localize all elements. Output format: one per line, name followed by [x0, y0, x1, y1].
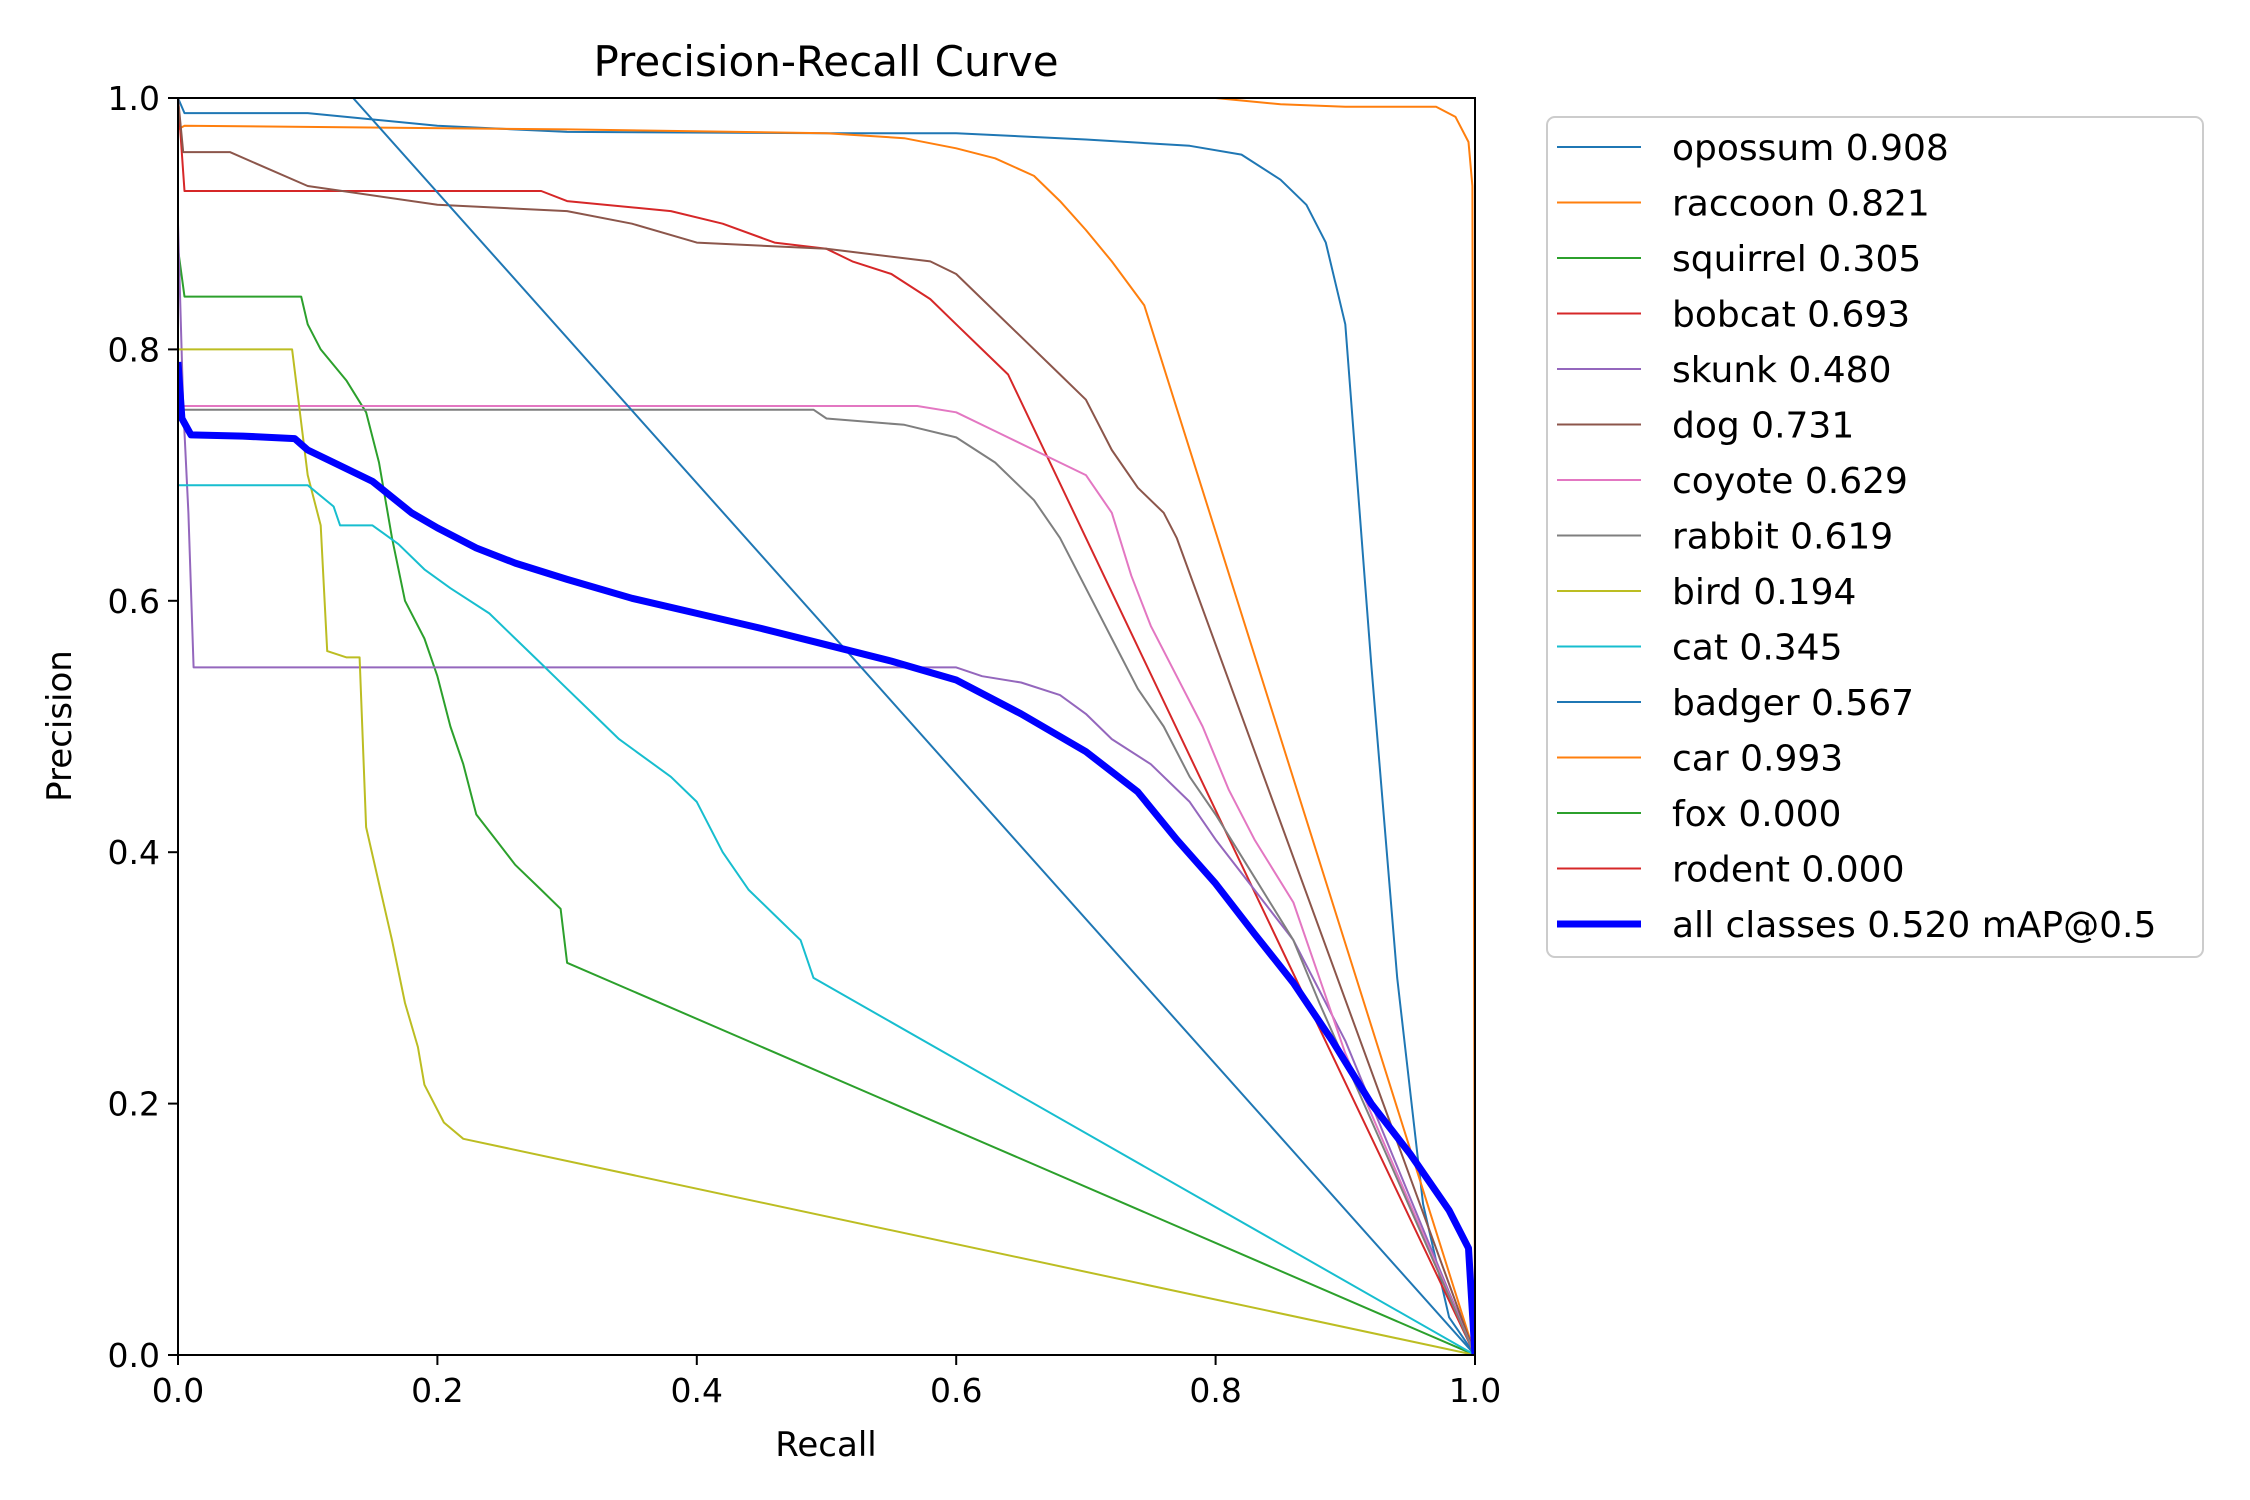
y-tick-label: 0.0 [108, 1336, 160, 1375]
series-line-0 [178, 98, 1475, 1355]
series-line-11 [1008, 98, 1475, 1355]
x-axis-label: Recall [775, 1425, 876, 1465]
series-line-14 [178, 361, 1475, 1355]
legend-entry-label: opossum 0.908 [1672, 128, 1949, 169]
series-line-6 [178, 405, 1475, 1355]
x-tick-label: 1.0 [1449, 1371, 1501, 1410]
legend-entry-label: dog 0.731 [1672, 406, 1854, 447]
y-axis-label: Precision [40, 650, 80, 802]
y-tick-label: 0.6 [108, 582, 160, 621]
legend-entry-label: coyote 0.629 [1672, 461, 1908, 502]
legend: opossum 0.908 raccoon 0.821 squirrel 0.305… [1546, 116, 2204, 958]
legend-entry-label: bird 0.194 [1672, 572, 1856, 613]
y-axis: 0.0 0.2 0.4 0.6 0.8 1.0 [108, 79, 178, 1375]
legend-entry-label: raccoon 0.821 [1672, 184, 1930, 225]
legend-entry-label: all classes 0.520 mAP@0.5 [1672, 905, 2156, 946]
series-line-2 [178, 248, 1475, 1355]
series-line-9 [178, 484, 1475, 1355]
legend-entry-label: bobcat 0.693 [1672, 295, 1910, 336]
x-tick-label: 0.6 [930, 1371, 982, 1410]
x-tick-label: 0.4 [671, 1371, 723, 1410]
series-line-5 [178, 98, 1475, 1355]
x-tick-label: 0.8 [1189, 1371, 1241, 1410]
y-tick-label: 0.2 [108, 1085, 160, 1124]
legend-entry-label: badger 0.567 [1672, 683, 1914, 724]
series-layer [178, 98, 1475, 1355]
legend-entry-label: squirrel 0.305 [1672, 239, 1921, 280]
series-line-7 [178, 408, 1475, 1355]
chart-title: Precision-Recall Curve [593, 37, 1058, 86]
legend-entry-label: car 0.993 [1672, 739, 1843, 780]
legend-entry-label: rabbit 0.619 [1672, 517, 1893, 558]
plot-frame [177, 97, 1476, 1356]
x-axis: 0.0 0.2 0.4 0.6 0.8 1.0 [152, 1355, 1501, 1410]
legend-entry-label: cat 0.345 [1672, 628, 1842, 669]
legend-entry-label: fox 0.000 [1672, 794, 1841, 835]
legend-frame [1546, 116, 2204, 958]
y-tick-label: 0.8 [108, 330, 160, 369]
y-tick-label: 0.4 [108, 833, 160, 872]
y-tick-label: 1.0 [108, 79, 160, 118]
x-tick-label: 0.2 [411, 1371, 463, 1410]
series-line-8 [178, 348, 1475, 1355]
x-tick-label: 0.0 [152, 1371, 204, 1410]
legend-entry-label: rodent 0.000 [1672, 850, 1904, 891]
series-line-1 [178, 124, 1475, 1355]
series-line-10 [352, 98, 1475, 1355]
legend-entry-label: skunk 0.480 [1672, 350, 1891, 391]
